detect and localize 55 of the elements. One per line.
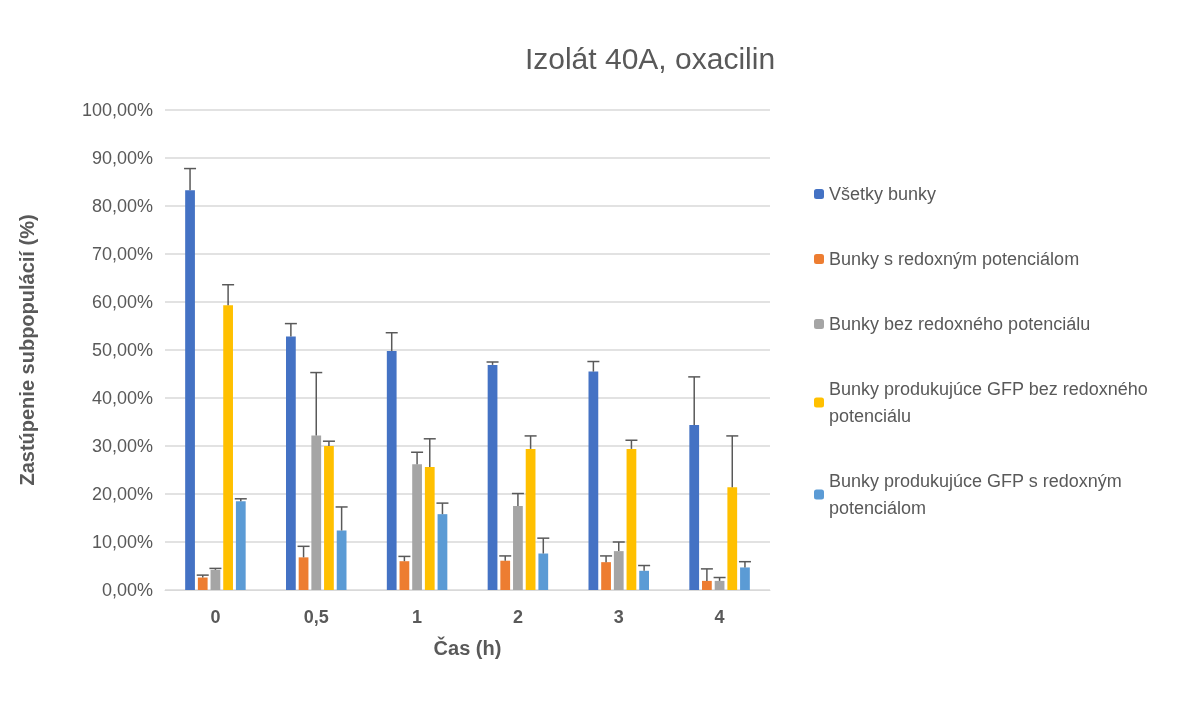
y-axis-title: Zastúpenie subpopulácií (%): [16, 214, 38, 486]
bar: [298, 557, 309, 590]
bar: [185, 190, 195, 590]
bar: [613, 551, 624, 590]
x-tick-label: 0: [210, 607, 221, 627]
bar: [324, 446, 334, 590]
bar: [437, 514, 448, 590]
bar: [714, 580, 725, 590]
bar: [197, 577, 208, 590]
bar: [210, 569, 221, 590]
chart-title: Izolát 40A, oxacilin: [524, 41, 776, 75]
bar: [386, 350, 397, 590]
legend-label: Bunky produkujúce GFP bez redoxného potenciálu: [829, 379, 1153, 426]
x-tick-label: 3: [613, 607, 624, 627]
y-tick-label: 0,00%: [101, 580, 153, 600]
bar: [424, 467, 435, 590]
bar: [689, 424, 700, 590]
x-axis-title: Čas (h): [433, 636, 502, 659]
bar: [336, 530, 347, 590]
bar: [525, 448, 536, 590]
legend-label: Všetky bunky: [829, 184, 937, 204]
y-tick-label: 80,00%: [91, 196, 153, 216]
legend-label: Bunky s redoxným potenciálom: [829, 249, 1080, 269]
bar: [601, 562, 611, 590]
bar: [223, 305, 233, 590]
bar: [311, 435, 322, 590]
y-tick-label: 40,00%: [91, 388, 153, 408]
x-tick-label: 0,5: [303, 607, 329, 627]
legend-label: Bunky bez redoxného potenciálu: [829, 314, 1091, 334]
bar: [500, 560, 511, 590]
bar: [235, 501, 246, 590]
y-tick-label: 90,00%: [91, 148, 153, 168]
y-tick-label: 50,00%: [91, 340, 153, 360]
bar: [626, 448, 637, 590]
x-tick-label: 1: [412, 607, 423, 627]
bar: [538, 553, 549, 590]
y-tick-label: 10,00%: [91, 532, 153, 552]
y-tick-label: 30,00%: [91, 436, 153, 456]
legend-label: Bunky produkujúce GFP s redoxným potenciálom: [829, 471, 1127, 518]
bar: [513, 506, 523, 590]
bar: [740, 567, 750, 590]
bar: [702, 580, 712, 590]
bar: [727, 487, 738, 590]
y-tick-label: 60,00%: [91, 292, 153, 312]
bar: [588, 371, 599, 590]
x-tick-label: 2: [512, 607, 523, 627]
bar: [487, 364, 498, 590]
bar: [399, 561, 410, 590]
bar: [412, 464, 422, 590]
y-tick-label: 100,00%: [81, 100, 153, 120]
bar: [639, 570, 649, 590]
bar: [286, 336, 296, 590]
y-tick-label: 70,00%: [91, 244, 153, 264]
y-tick-label: 20,00%: [91, 484, 153, 504]
x-tick-label: 4: [714, 607, 725, 627]
